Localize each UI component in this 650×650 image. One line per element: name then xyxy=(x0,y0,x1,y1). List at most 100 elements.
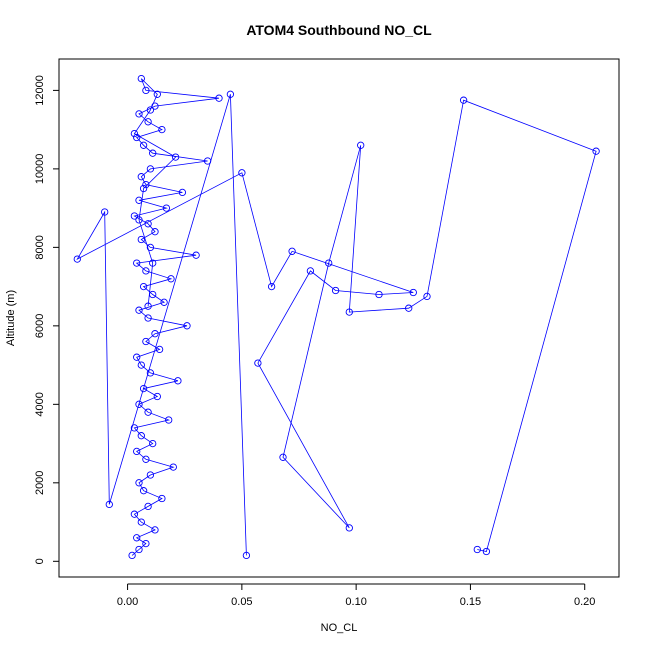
data-point xyxy=(149,149,157,157)
data-point xyxy=(142,455,150,463)
data-point xyxy=(149,439,157,448)
data-point xyxy=(133,353,141,361)
x-tick-label: 0.00 xyxy=(117,596,138,608)
y-axis: 0 2000 4000 6000 8000 10000 12000 xyxy=(34,75,60,564)
data-point xyxy=(144,502,152,511)
data-point xyxy=(174,377,182,385)
y-tick-label: 6000 xyxy=(34,314,46,338)
data-point xyxy=(128,551,136,560)
data-point xyxy=(459,96,468,104)
data-point xyxy=(101,208,109,216)
data-point xyxy=(137,432,145,440)
y-tick-label: 10000 xyxy=(34,154,46,185)
y-axis-label: Altitude (m) xyxy=(5,290,17,346)
data-point xyxy=(144,118,152,126)
data-point xyxy=(146,369,155,377)
data-point xyxy=(238,169,246,177)
data-point xyxy=(149,259,157,267)
data-point xyxy=(137,518,145,526)
data-point xyxy=(142,86,150,95)
data-point xyxy=(345,308,353,316)
data-point xyxy=(254,359,262,367)
data-point xyxy=(144,408,152,416)
data-point xyxy=(288,247,296,255)
data-point xyxy=(155,345,164,354)
data-point xyxy=(142,539,150,548)
data-point xyxy=(144,314,152,322)
data-point xyxy=(149,290,157,299)
data-point xyxy=(158,494,166,503)
data-point xyxy=(146,243,155,252)
data-point xyxy=(473,545,481,554)
data-point xyxy=(135,545,143,554)
data-point xyxy=(139,282,148,291)
data-point xyxy=(135,479,143,487)
data-point xyxy=(137,74,145,83)
data-point xyxy=(192,251,200,259)
y-tick-label: 12000 xyxy=(34,75,46,106)
data-point xyxy=(139,384,148,393)
data-point xyxy=(139,141,148,149)
data-point xyxy=(139,184,148,193)
data-point xyxy=(306,267,315,275)
chart-title: ATOM4 Southbound NO_CL xyxy=(246,22,432,38)
data-point xyxy=(226,90,235,98)
data-point xyxy=(153,90,161,98)
y-tick-label: 8000 xyxy=(34,235,46,259)
data-point xyxy=(151,102,159,110)
data-point xyxy=(171,153,180,161)
data-point xyxy=(151,526,159,534)
data-point xyxy=(169,463,177,471)
data-point xyxy=(375,290,383,299)
series-2 xyxy=(73,90,600,560)
x-axis-label: NO_CL xyxy=(321,622,358,634)
data-point xyxy=(135,110,143,118)
data-point xyxy=(423,292,431,301)
data-point xyxy=(178,188,187,197)
data-point xyxy=(242,551,251,560)
data-point xyxy=(105,500,113,509)
data-point xyxy=(142,267,150,275)
data-point xyxy=(133,447,141,456)
data-point xyxy=(153,392,161,401)
data-point xyxy=(142,180,150,189)
data-point xyxy=(135,196,143,204)
plot-area xyxy=(73,74,600,560)
data-point xyxy=(130,424,139,432)
plot-frame xyxy=(58,58,620,578)
x-tick-label: 0.15 xyxy=(460,596,481,608)
data-point xyxy=(158,125,166,134)
data-point xyxy=(325,259,333,267)
data-point xyxy=(165,416,173,424)
data-point xyxy=(405,304,413,312)
y-tick-label: 2000 xyxy=(34,471,46,495)
y-tick-label: 4000 xyxy=(34,392,46,416)
data-point xyxy=(133,133,141,142)
data-point xyxy=(133,534,141,542)
data-point xyxy=(279,453,287,461)
data-point xyxy=(130,212,139,220)
data-point xyxy=(73,255,81,263)
data-point xyxy=(137,361,145,369)
data-point xyxy=(137,173,145,181)
data-point xyxy=(592,147,600,155)
x-axis: 0.00 0.05 0.10 0.15 0.20 xyxy=(117,583,595,608)
data-point xyxy=(151,330,159,338)
data-point xyxy=(130,510,139,518)
series-1 xyxy=(128,74,223,560)
data-point xyxy=(482,547,491,556)
data-point xyxy=(146,165,155,173)
data-point xyxy=(133,259,141,267)
data-point xyxy=(167,275,175,283)
data-point xyxy=(357,141,365,149)
data-point xyxy=(142,337,150,346)
data-point xyxy=(135,216,143,224)
data-point xyxy=(160,298,168,306)
series-line xyxy=(76,94,597,556)
data-point xyxy=(151,228,159,236)
data-point xyxy=(130,129,139,138)
data-point xyxy=(135,306,143,314)
data-point xyxy=(146,471,155,479)
data-point xyxy=(139,487,148,495)
